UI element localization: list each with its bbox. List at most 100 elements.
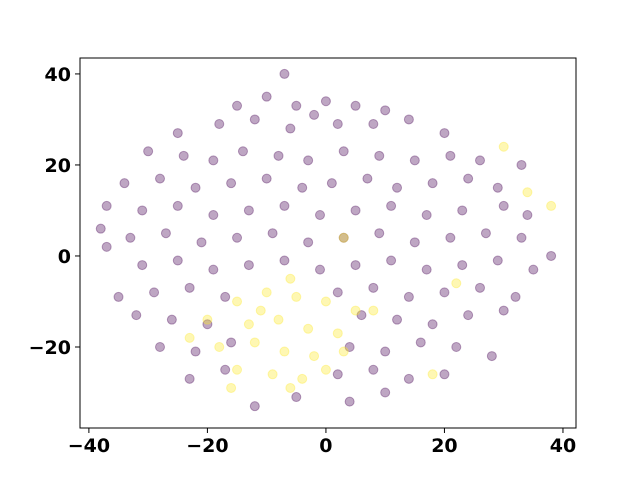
scatter-point [267,228,278,239]
scatter-point [457,260,468,271]
scatter-point [137,260,148,271]
scatter-point [309,351,320,362]
scatter-point [421,264,432,275]
scatter-point [522,187,533,198]
scatter-point [546,200,557,211]
scatter-point [202,314,213,325]
scatter-point [255,305,266,316]
scatter-point [320,96,331,107]
scatter-point [350,205,361,216]
scatter-point [338,346,349,357]
scatter-point [208,264,219,275]
scatter-point [368,282,379,293]
scatter-point [267,369,278,380]
x-tick-label: 40 [550,435,576,457]
scatter-point [457,205,468,216]
scatter-point [403,291,414,302]
scatter-point [315,264,325,275]
scatter-point [344,341,355,352]
scatter-point [131,310,142,321]
scatter-point [475,155,485,166]
scatter-point [285,273,296,284]
scatter-point [208,210,219,221]
scatter-point [374,228,385,239]
scatter-point [368,364,379,375]
scatter-point [184,332,195,343]
scatter-point [338,232,349,243]
scatter-point [332,369,343,380]
scatter-point [155,173,165,184]
scatter-point [226,337,237,348]
scatter-point [291,291,302,302]
scatter-point [249,114,260,125]
scatter-point [380,105,391,116]
scatter-point [214,118,225,129]
scatter-point [498,141,509,152]
scatter-point [486,351,497,362]
x-tick-label: −40 [68,435,110,457]
scatter-point [362,173,373,184]
scatter-point [386,255,397,266]
scatter-point [279,200,290,211]
y-tick-label: 20 [45,155,71,177]
scatter-point [178,150,189,161]
scatter-point [403,373,414,384]
scatter-point [243,260,254,271]
scatter-point [427,369,438,380]
scatter-point [480,228,491,239]
scatter-point [403,114,414,125]
scatter-point [285,382,296,393]
scatter-point [261,287,272,298]
scatter-point [463,310,474,321]
scatter-point [374,150,385,161]
scatter-point [137,205,148,216]
x-tick-label: −20 [186,435,228,457]
scatter-point [243,319,254,330]
scatter-point [226,382,237,393]
scatter-point [226,178,237,189]
scatter-point [232,100,243,111]
scatter-point [415,337,426,348]
scatter-point [445,150,456,161]
scatter-point [350,100,361,111]
scatter-point [380,346,391,357]
scatter-point [409,155,420,166]
scatter-point [190,182,201,193]
scatter-point [492,182,503,193]
scatter-point [243,205,254,216]
scatter-point [184,282,195,293]
scatter-point [172,128,183,139]
scatter-point [303,155,314,166]
scatter-point [338,232,349,243]
scatter-point [320,364,331,375]
scatter-point [380,387,391,398]
y-tick-label: −20 [29,337,71,359]
scatter-point [125,232,136,243]
scatter-point [208,155,219,166]
scatter-point [350,260,361,271]
scatter-point [232,296,243,307]
scatter-point [113,291,124,302]
scatter-point [249,337,260,348]
scatter-point [220,364,231,375]
x-tick-label: 0 [319,435,332,457]
scatter-point [279,346,290,357]
scatter-point [196,237,207,248]
scatter-point [309,109,320,120]
plot-frame [79,57,577,429]
scatter-point [451,341,462,352]
scatter-point [445,232,456,243]
scatter-point [273,150,284,161]
scatter-point [232,364,243,375]
plot-area [95,68,557,412]
scatter-point [297,373,308,384]
scatter-point [332,328,343,339]
scatter-point [421,210,432,221]
scatter-point [498,305,509,316]
scatter-point [546,250,557,261]
scatter-point [368,305,379,316]
scatter-point [528,264,539,275]
scatter-point [261,173,272,184]
scatter-point [95,223,106,234]
